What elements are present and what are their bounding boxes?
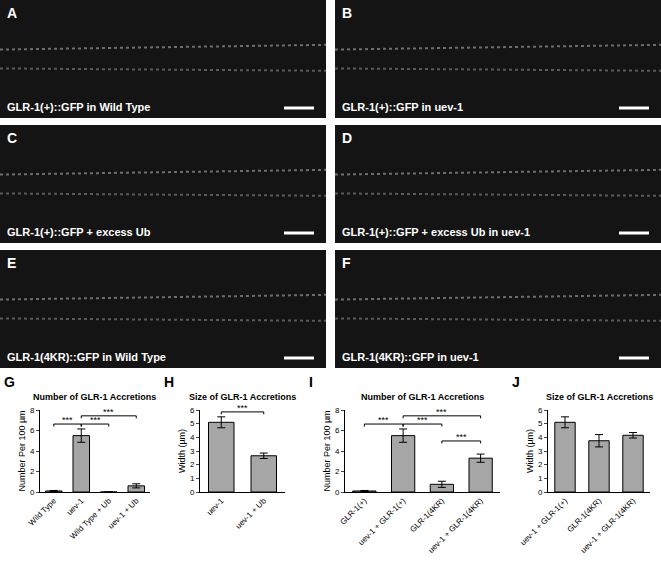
- svg-text:6: 6: [190, 406, 195, 415]
- svg-text:GLR-1(+): GLR-1(+): [339, 496, 369, 526]
- svg-text:4: 4: [190, 433, 195, 442]
- svg-text:5: 5: [190, 419, 195, 428]
- svg-text:2: 2: [538, 460, 543, 469]
- svg-text:8: 8: [335, 406, 340, 415]
- svg-text:GLR-1(4KR)::GFP in Wild Type: GLR-1(4KR)::GFP in Wild Type: [7, 351, 166, 363]
- svg-text:3: 3: [538, 447, 543, 456]
- svg-text:GLR-1(+)::GFP in uev-1: GLR-1(+)::GFP in uev-1: [342, 101, 463, 113]
- svg-text:1: 1: [538, 474, 543, 483]
- svg-text:uev-1 + GLR-1(4KR): uev-1 + GLR-1(4KR): [579, 496, 638, 555]
- svg-text:Size of GLR-1 Accretions: Size of GLR-1 Accretions: [546, 392, 653, 402]
- svg-text:5: 5: [538, 419, 543, 428]
- svg-text:0: 0: [538, 488, 543, 497]
- svg-text:8: 8: [30, 406, 35, 415]
- svg-text:Size of GLR-1 Accretions: Size of GLR-1 Accretions: [189, 392, 296, 402]
- svg-text:Number of GLR-1 Accretions: Number of GLR-1 Accretions: [361, 392, 484, 402]
- svg-text:***: ***: [436, 407, 447, 417]
- svg-text:2: 2: [30, 467, 35, 476]
- svg-text:GLR-1(+)::GFP + excess Ub in u: GLR-1(+)::GFP + excess Ub in uev-1: [342, 226, 530, 238]
- svg-text:A: A: [7, 5, 17, 21]
- svg-text:***: ***: [417, 415, 428, 425]
- svg-text:Wild Type + Ub: Wild Type + Ub: [68, 496, 113, 541]
- svg-text:GLR-1(+)::GFP + excess Ub: GLR-1(+)::GFP + excess Ub: [7, 226, 151, 238]
- svg-text:Wild Type: Wild Type: [27, 496, 58, 527]
- svg-text:uev-1: uev-1: [65, 496, 86, 517]
- svg-text:uev-1 + Ub: uev-1 + Ub: [106, 496, 141, 531]
- svg-text:Width (µm): Width (µm): [177, 429, 187, 473]
- svg-text:Number of GLR-1 Accretions: Number of GLR-1 Accretions: [33, 392, 156, 402]
- svg-text:***: ***: [62, 415, 73, 425]
- svg-text:6: 6: [335, 426, 340, 435]
- svg-text:***: ***: [378, 415, 389, 425]
- svg-text:C: C: [7, 130, 17, 146]
- svg-text:4: 4: [538, 433, 543, 442]
- svg-text:D: D: [342, 130, 352, 146]
- svg-text:***: ***: [456, 432, 467, 442]
- svg-text:2: 2: [335, 467, 340, 476]
- svg-text:4: 4: [30, 447, 35, 456]
- svg-text:F: F: [342, 255, 351, 271]
- svg-text:uev-1 + GLR-1(+): uev-1 + GLR-1(+): [357, 496, 408, 547]
- svg-text:Number Per 100 µm: Number Per 100 µm: [17, 410, 27, 491]
- svg-text:J: J: [512, 374, 520, 390]
- svg-text:***: ***: [103, 407, 114, 417]
- svg-text:GLR-1(4KR)::GFP in uev-1: GLR-1(4KR)::GFP in uev-1: [342, 351, 479, 363]
- svg-text:GLR-1(4KR): GLR-1(4KR): [565, 496, 603, 534]
- svg-text:H: H: [164, 374, 174, 390]
- svg-text:G: G: [4, 374, 15, 390]
- svg-text:uev-1 + GLR-1(4KR): uev-1 + GLR-1(4KR): [426, 496, 485, 555]
- svg-text:uev-1: uev-1: [205, 496, 226, 517]
- svg-text:Number Per 100 µm: Number Per 100 µm: [322, 410, 332, 491]
- svg-text:3: 3: [190, 447, 195, 456]
- svg-text:Width (µm): Width (µm): [525, 429, 535, 473]
- svg-text:GLR-1(+)::GFP in Wild Type: GLR-1(+)::GFP in Wild Type: [7, 101, 150, 113]
- svg-text:uev-1 + GLR-1(+): uev-1 + GLR-1(+): [519, 496, 570, 547]
- svg-text:0: 0: [335, 488, 340, 497]
- svg-text:I: I: [309, 374, 313, 390]
- svg-text:1: 1: [190, 474, 195, 483]
- svg-text:E: E: [7, 255, 16, 271]
- svg-text:0: 0: [30, 488, 35, 497]
- svg-text:4: 4: [335, 447, 340, 456]
- svg-text:***: ***: [90, 415, 101, 425]
- svg-text:6: 6: [30, 426, 35, 435]
- svg-text:GLR-1(4KR): GLR-1(4KR): [408, 496, 446, 534]
- svg-text:***: ***: [237, 403, 248, 413]
- svg-text:2: 2: [190, 460, 195, 469]
- svg-text:6: 6: [538, 406, 543, 415]
- svg-text:uev-1 + Ub: uev-1 + Ub: [234, 496, 269, 531]
- svg-text:0: 0: [190, 488, 195, 497]
- svg-text:B: B: [342, 5, 352, 21]
